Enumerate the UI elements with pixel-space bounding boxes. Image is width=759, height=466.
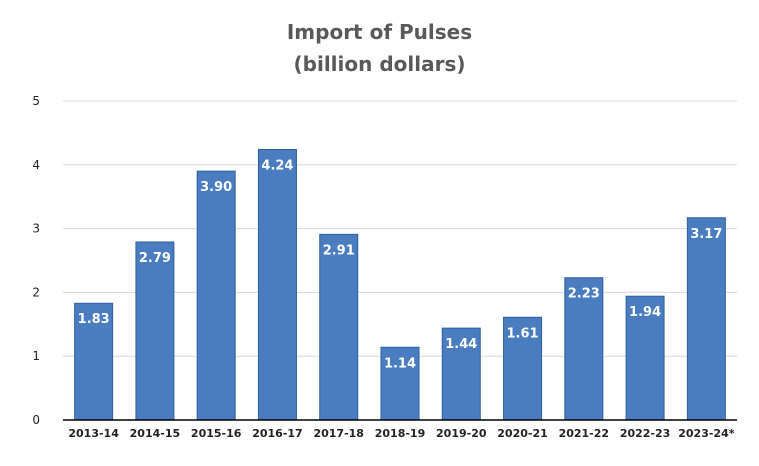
- bar: [196, 170, 236, 421]
- x-tick-label: 2019-20: [436, 427, 487, 440]
- bar-data-label: 1.14: [384, 356, 416, 371]
- x-tick-label: 2018-19: [375, 427, 426, 440]
- x-tick-label: 2017-18: [313, 427, 364, 440]
- bar-data-label: 4.24: [261, 158, 293, 173]
- bar: [441, 327, 481, 421]
- bar-data-label: 3.90: [200, 180, 232, 195]
- bar: [319, 233, 359, 421]
- x-tick-label: 2020-21: [497, 427, 548, 440]
- bar-data-label: 2.23: [568, 287, 600, 302]
- bar-data-label: 1.44: [445, 337, 477, 352]
- x-tick-label: 2022-23: [620, 427, 671, 440]
- bar-data-label: 1.83: [78, 312, 110, 327]
- bar: [74, 302, 114, 421]
- y-tick-label: 4: [32, 158, 40, 172]
- bar-data-label: 1.94: [629, 305, 661, 320]
- y-tick-label: 5: [32, 94, 40, 108]
- bar-data-label: 1.61: [507, 326, 539, 341]
- y-tick-label: 0: [32, 413, 40, 427]
- x-tick-label: 2021-22: [559, 427, 610, 440]
- x-tick-label: 2013-14: [68, 427, 119, 440]
- bar: [503, 316, 543, 421]
- x-tick-label: 2023-24*: [678, 427, 734, 440]
- bar: [564, 277, 604, 421]
- bar-data-label: 2.91: [323, 243, 355, 258]
- bar: [380, 346, 420, 421]
- bar-data-label: 3.17: [690, 227, 722, 242]
- y-tick-label: 2: [32, 285, 40, 299]
- bar: [257, 148, 297, 421]
- bar: [135, 241, 175, 421]
- x-tick-label: 2014-15: [130, 427, 181, 440]
- bar: [686, 217, 726, 421]
- x-tick-label: 2016-17: [252, 427, 303, 440]
- chart-title: Import of Pulses: [286, 20, 473, 44]
- y-tick-label: 1: [32, 349, 40, 363]
- bar-data-label: 2.79: [139, 251, 171, 266]
- x-tick-label: 2015-16: [191, 427, 242, 440]
- bar: [625, 295, 665, 421]
- chart-subtitle: (billion dollars): [293, 52, 466, 76]
- y-tick-label: 3: [32, 222, 40, 236]
